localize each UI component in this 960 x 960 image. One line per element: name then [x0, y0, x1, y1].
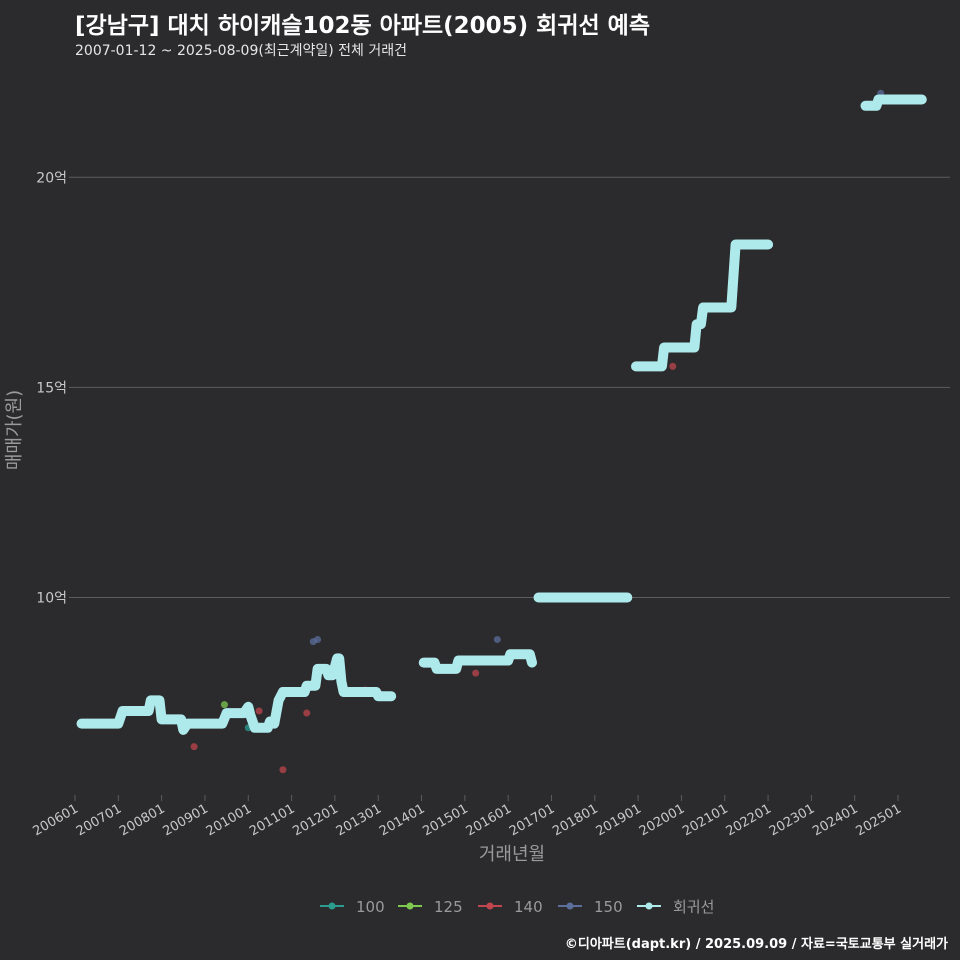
data-point-140 — [190, 743, 198, 751]
regression-segment — [76, 653, 397, 735]
x-tick-label: 201001 — [204, 801, 254, 839]
y-axis-label: 매매가(원) — [4, 390, 25, 470]
legend-item: 125 — [398, 898, 463, 916]
x-axis-ticks: 2006012007012008012009012010012011012012… — [31, 795, 904, 839]
legend-item: 150 — [558, 898, 623, 916]
legend-item: 140 — [478, 898, 543, 916]
legend-item: 회귀선 — [637, 898, 714, 916]
chart-title: [강남구] 대치 하이캐슬102동 아파트(2005) 회귀선 예측 — [75, 13, 650, 39]
legend-label: 140 — [514, 898, 543, 916]
regression-segment — [631, 239, 774, 372]
legend-item: 100 — [320, 898, 385, 916]
scatter-points — [190, 89, 885, 774]
legend-label: 100 — [356, 898, 385, 916]
legend-label: 150 — [594, 898, 623, 916]
x-tick-label: 200601 — [31, 801, 81, 839]
x-tick-label: 200801 — [117, 801, 167, 839]
legend-key-dot — [566, 902, 574, 910]
x-tick-label: 201901 — [594, 801, 644, 839]
x-tick-label: 200901 — [160, 801, 210, 839]
legend-key-dot — [645, 902, 653, 910]
x-tick-label: 201801 — [550, 801, 600, 839]
data-point-140 — [279, 766, 287, 774]
x-tick-label: 202301 — [767, 801, 817, 839]
y-tick-label: 20억 — [36, 170, 67, 186]
legend-label: 125 — [434, 898, 463, 916]
y-tick-label: 15억 — [36, 380, 67, 396]
data-point-140 — [669, 362, 677, 370]
data-point-140 — [472, 669, 480, 677]
data-point-150 — [314, 636, 322, 644]
x-tick-label: 201301 — [334, 801, 384, 839]
y-axis-ticks: 10억 15억 20억 — [36, 170, 75, 606]
x-tick-label: 202501 — [854, 801, 904, 839]
x-tick-label: 202101 — [680, 801, 730, 839]
x-tick-label: 201501 — [420, 801, 470, 839]
legend-key-dot — [406, 902, 414, 910]
regression-line — [76, 94, 927, 735]
x-tick-label: 201201 — [290, 801, 340, 839]
y-tick-label: 10억 — [36, 590, 67, 606]
x-tick-label: 201701 — [507, 801, 557, 839]
legend-label: 회귀선 — [673, 898, 714, 916]
source-footer: ©디아파트(dapt.kr) / 2025.09.09 / 자료=국토교통부 실… — [564, 937, 948, 952]
x-tick-label: 201601 — [464, 801, 514, 839]
data-point-150 — [493, 636, 501, 644]
chart-subtitle: 2007-01-12 ~ 2025-08-09(최근계약일) 전체 거래건 — [75, 43, 407, 59]
legend-key-dot — [486, 902, 494, 910]
legend: 100 125 140 150 회귀선 — [320, 898, 714, 916]
x-axis-label: 거래년월 — [479, 844, 545, 865]
x-tick-label: 202401 — [810, 801, 860, 839]
legend-key-dot — [328, 902, 336, 910]
x-tick-label: 202201 — [724, 801, 774, 839]
x-tick-label: 202001 — [637, 801, 687, 839]
data-point-140 — [303, 709, 311, 717]
x-tick-label: 201401 — [377, 801, 427, 839]
gridlines — [75, 176, 950, 598]
x-tick-label: 201101 — [247, 801, 297, 839]
x-tick-label: 200701 — [74, 801, 124, 839]
regression-segment — [418, 649, 537, 674]
regression-segment — [860, 94, 927, 111]
data-point-125 — [220, 701, 228, 709]
data-point-140 — [255, 707, 263, 715]
